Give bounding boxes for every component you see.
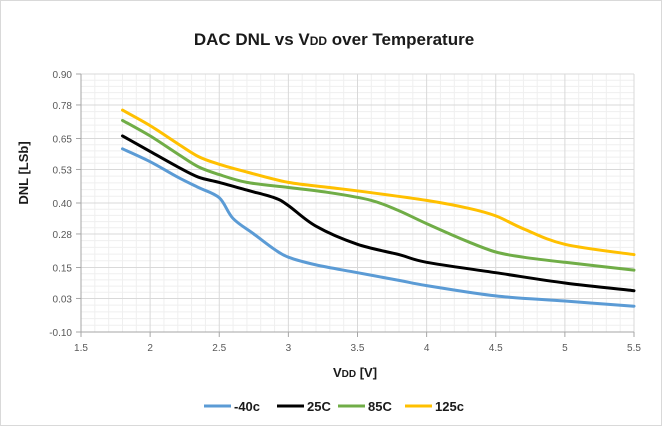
legend-item-40c: -40c bbox=[204, 399, 260, 414]
legend-label: 25C bbox=[307, 399, 331, 414]
y-axis-title: DNL [LSb] bbox=[16, 141, 31, 204]
grid bbox=[80, 73, 635, 333]
chart-title-subscript: DD bbox=[310, 34, 328, 48]
x-tick-label: 4.5 bbox=[489, 343, 503, 354]
legend-label: 85C bbox=[368, 399, 392, 414]
legend-item-125c: 125c bbox=[405, 399, 464, 414]
legend-item-25c: 25C bbox=[277, 399, 331, 414]
x-tick-label: 1.5 bbox=[74, 343, 88, 354]
series-line-40c bbox=[121, 147, 636, 308]
y-tick-label: 0.65 bbox=[53, 135, 73, 146]
x-axis-title-main: V bbox=[333, 365, 342, 380]
axes bbox=[76, 73, 635, 337]
chart-title-main: DAC DNL vs V bbox=[194, 30, 311, 49]
x-tick-label: 3.5 bbox=[351, 343, 365, 354]
tick-labels: 1.5 2 2.5 3 3.5 4 4.5 5 5.5 -0.10 0.03 0.15 0.28 0.40… bbox=[49, 70, 641, 354]
y-tick-label: 0.78 bbox=[53, 101, 73, 112]
y-tick-label: 0.40 bbox=[53, 199, 73, 210]
series-line-125c bbox=[121, 108, 636, 257]
x-tick-label: 2 bbox=[147, 343, 153, 354]
series-line-25c bbox=[121, 134, 636, 293]
x-tick-label: 2.5 bbox=[212, 343, 226, 354]
series-line-85c bbox=[121, 118, 636, 272]
x-axis-title-rest: [V] bbox=[356, 365, 377, 380]
series-lines bbox=[121, 108, 636, 308]
y-tick-label: 0.90 bbox=[53, 70, 73, 81]
x-tick-label: 3 bbox=[286, 343, 292, 354]
x-axis-title: VDD [V] bbox=[333, 365, 377, 380]
x-tick-label: 4 bbox=[424, 343, 430, 354]
legend: -40c 25C 85C 125c bbox=[204, 399, 464, 414]
legend-label: 125c bbox=[435, 399, 464, 414]
y-tick-label: 0.28 bbox=[53, 230, 73, 241]
x-tick-label: 5.5 bbox=[627, 343, 641, 354]
y-tick-label: -0.10 bbox=[49, 328, 72, 339]
y-tick-label: 0.03 bbox=[53, 294, 73, 305]
chart-title-rest: over Temperature bbox=[327, 30, 474, 49]
legend-item-85c: 85C bbox=[338, 399, 392, 414]
y-tick-label: 0.53 bbox=[53, 165, 73, 176]
y-tick-label: 0.15 bbox=[53, 264, 73, 275]
x-tick-label: 5 bbox=[562, 343, 568, 354]
legend-label: -40c bbox=[234, 399, 260, 414]
chart-title: DAC DNL vs VDD over Temperature bbox=[194, 30, 474, 49]
x-axis-title-subscript: DD bbox=[342, 369, 356, 380]
